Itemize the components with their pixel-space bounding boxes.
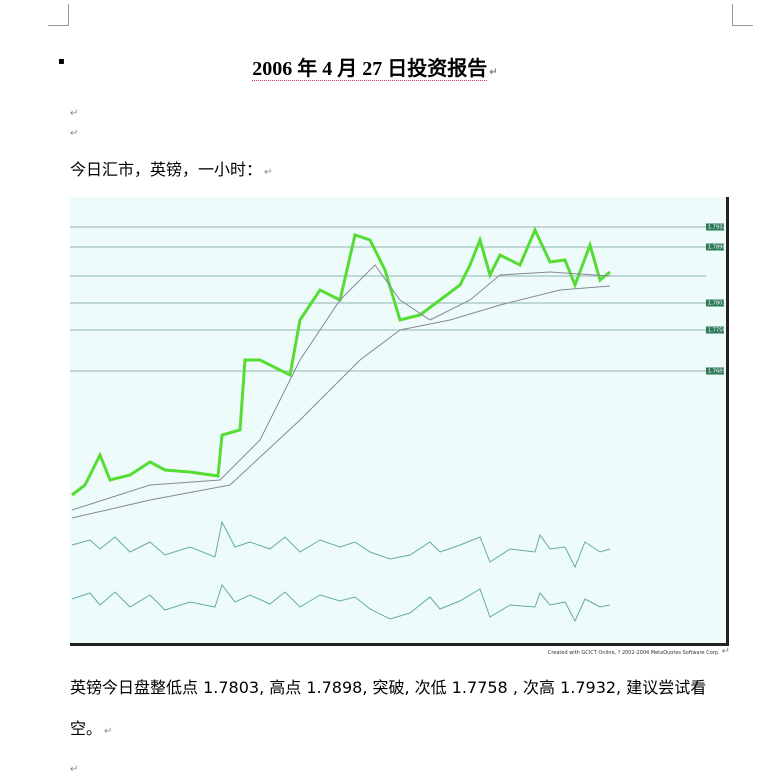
level-label: 1.7898 — [708, 245, 726, 251]
level-label: 1.7758 — [708, 328, 726, 334]
paragraph-mark: ↵ — [70, 128, 79, 139]
level-label-box — [706, 223, 724, 231]
paragraph-mark: ↵ — [70, 764, 79, 775]
average-slow — [71, 285, 611, 519]
average-fast — [71, 264, 611, 511]
paragraph-mark: ↵ — [489, 67, 498, 78]
corner-mark — [732, 4, 733, 26]
chart-drawing: 1.7932 1.7898 1.7803 1.7758 1.7689 — [70, 223, 726, 623]
level-label-box — [706, 299, 724, 307]
chart-credit: Created with GCICT Online, ? 2002-2004 M… — [480, 646, 730, 657]
paragraph-mark: ↵ — [264, 167, 273, 178]
level-label-box — [706, 326, 724, 334]
level-label: 1.7932 — [708, 225, 726, 231]
corner-mark — [68, 4, 69, 26]
paragraph-mark: ↵ — [70, 108, 79, 119]
paragraph-mark: ↵ — [104, 726, 113, 737]
level-lines — [70, 226, 706, 372]
level-label: 1.7689 — [708, 369, 726, 375]
chart-image: 1.7932 1.7898 1.7803 1.7758 1.7689 — [70, 197, 729, 646]
intro-text: 今日汇市，英镑，一小时： — [70, 160, 263, 179]
bullet: ▪ — [58, 56, 65, 67]
price-line — [71, 226, 611, 497]
level-label-box — [706, 243, 724, 251]
title: 2006 年 4 月 27 日投资报告 ↵ — [0, 52, 750, 81]
body-paragraph: 英镑今日盘整低点 1.7803, 高点 1.7898, 突破, 次低 1.775… — [70, 667, 738, 752]
indicator-1 — [71, 520, 611, 569]
corner-mark — [48, 25, 68, 26]
paragraph-mark: ↵ — [721, 646, 730, 657]
level-label-box — [706, 367, 724, 375]
intro: 今日汇市，英镑，一小时： ↵ — [70, 156, 272, 180]
level-label: 1.7803 — [708, 301, 726, 307]
indicator-2 — [71, 583, 611, 623]
title-text: 2006 年 4 月 27 日投资报告 — [252, 58, 488, 81]
credit-text: Created with GCICT Online, ? 2002-2004 M… — [547, 650, 720, 656]
corner-mark — [733, 25, 753, 26]
body-text: 英镑今日盘整低点 1.7803, 高点 1.7898, 突破, 次低 1.775… — [70, 678, 707, 738]
